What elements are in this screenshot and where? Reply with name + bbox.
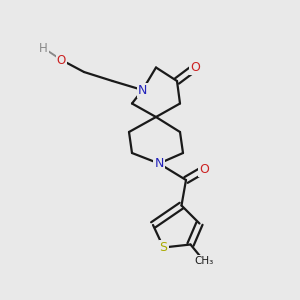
Text: N: N <box>138 83 147 97</box>
Text: H: H <box>39 41 48 55</box>
Text: O: O <box>57 53 66 67</box>
Text: CH₃: CH₃ <box>194 256 214 266</box>
Text: S: S <box>160 241 167 254</box>
Text: O: O <box>190 61 200 74</box>
Text: N: N <box>154 157 164 170</box>
Text: O: O <box>199 163 209 176</box>
